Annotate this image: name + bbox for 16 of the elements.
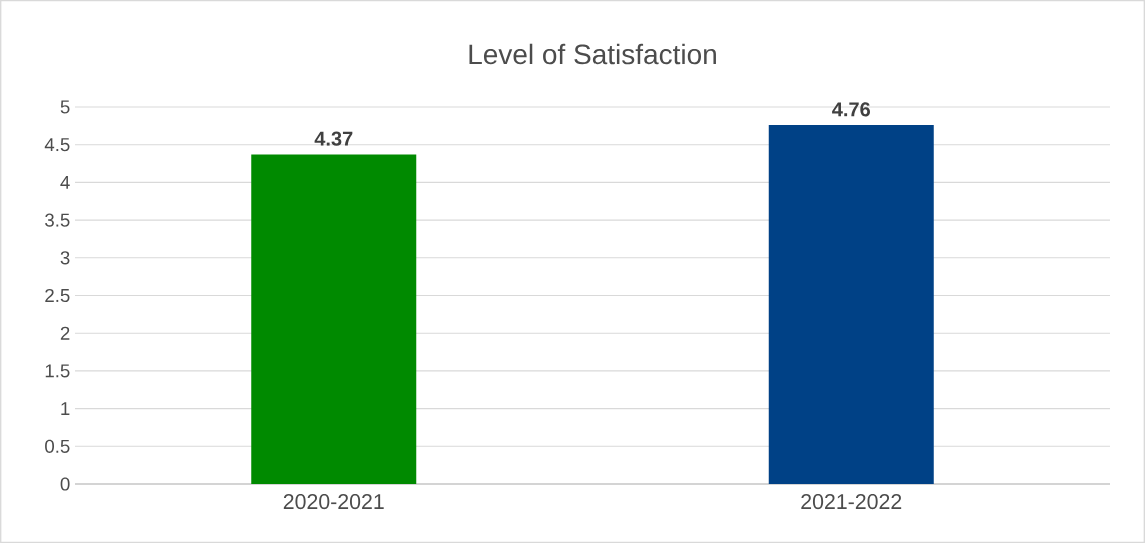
y-tick-label: 0.5 xyxy=(45,439,70,453)
y-tick-label: 1 xyxy=(61,402,70,416)
data-label: 4.76 xyxy=(832,102,870,117)
y-tick-label: 5 xyxy=(60,100,70,114)
y-tick-label: 2 xyxy=(60,326,70,340)
y-tick-label: 4.5 xyxy=(44,138,70,152)
data-label: 4.37 xyxy=(314,131,353,146)
chart-title: Level of Satisfaction xyxy=(469,43,716,65)
y-tick-label: 3 xyxy=(60,251,70,265)
y-tick-label: 1.5 xyxy=(45,364,70,378)
y-tick-label: 0 xyxy=(60,477,70,491)
x-tick-label: 2021-2022 xyxy=(801,494,902,510)
x-tick-label: 2020-2021 xyxy=(283,494,384,510)
y-tick-label: 2.5 xyxy=(45,288,70,303)
y-tick-label: 4 xyxy=(60,175,70,189)
y-tick-label: 3.5 xyxy=(45,213,70,227)
